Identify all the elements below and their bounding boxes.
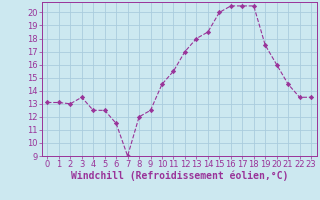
X-axis label: Windchill (Refroidissement éolien,°C): Windchill (Refroidissement éolien,°C)	[70, 171, 288, 181]
